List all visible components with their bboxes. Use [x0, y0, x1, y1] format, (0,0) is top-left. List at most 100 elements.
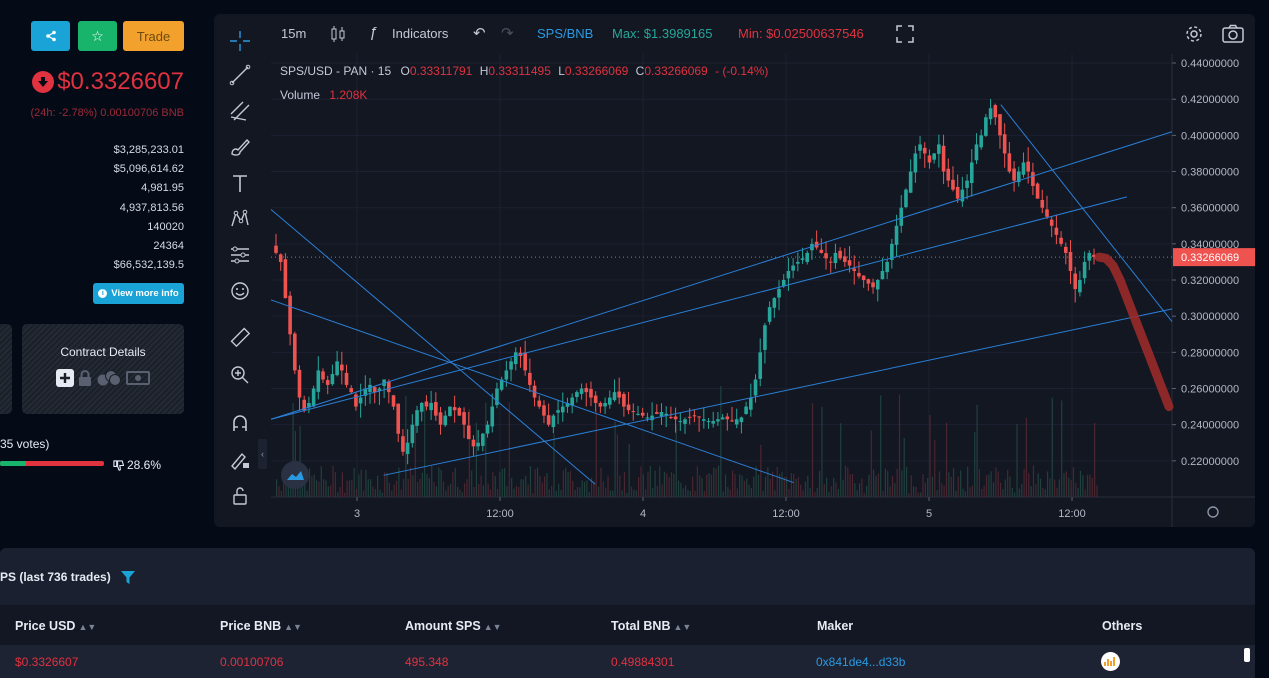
volume-bar	[508, 402, 510, 497]
brush-tool[interactable]	[227, 134, 253, 160]
trendline	[1000, 104, 1173, 322]
volume-bar	[619, 475, 621, 497]
volume-bar	[449, 483, 452, 497]
view-more-info-button[interactable]: i View more info	[93, 283, 184, 304]
text-tool[interactable]	[227, 170, 253, 196]
interval-selector[interactable]: 15m	[281, 26, 307, 41]
candle-body	[481, 433, 485, 446]
col-price-usd[interactable]: Price USD ▲▼	[15, 619, 96, 633]
bscscan-icon[interactable]	[1101, 652, 1120, 671]
volume-bar	[475, 422, 477, 497]
icon-tool[interactable]	[227, 278, 253, 304]
candle-body	[904, 189, 908, 208]
drawing-tools	[214, 31, 266, 527]
volume-bar	[1054, 479, 1056, 497]
candle-body	[354, 394, 358, 407]
measure-tool[interactable]	[227, 324, 253, 350]
candle-body	[612, 392, 617, 401]
col-amount-sps[interactable]: Amount SPS ▲▼	[405, 619, 502, 633]
volume-bar	[985, 475, 988, 497]
volume-bar	[513, 488, 515, 497]
settings-gear-icon[interactable]	[1184, 24, 1204, 44]
candle-body	[1082, 261, 1087, 279]
volume-bar	[426, 474, 428, 497]
volume-bar	[997, 471, 999, 497]
volume-bar	[670, 471, 673, 497]
price-chart[interactable]: 0.44000000 0.42000000 0.40000000 0.38000000…	[214, 14, 1255, 527]
volume-bar	[485, 402, 487, 497]
volume-bar	[692, 476, 694, 497]
symbol-label: SPS/USD - PAN · 15	[280, 64, 392, 78]
volume-bar	[736, 488, 738, 497]
col-price-bnb[interactable]: Price BNB ▲▼	[220, 619, 302, 633]
volume-bar	[278, 486, 280, 497]
contract-details-card[interactable]: Contract Details	[22, 324, 184, 414]
pair-toggle[interactable]: SPS/BNB	[537, 26, 594, 41]
redo-icon[interactable]: ↷	[501, 25, 514, 42]
volume-bar	[764, 476, 767, 497]
x-tick-label: 12:00	[772, 508, 800, 520]
candle-body	[429, 402, 433, 411]
candle-body	[875, 280, 880, 290]
volume-bar	[1037, 473, 1039, 497]
candle-body	[622, 394, 626, 407]
volume-bar	[696, 466, 698, 497]
trades-table-header: Price USD ▲▼ Price BNB ▲▼ Amount SPS ▲▼ Tot…	[0, 605, 1255, 645]
filter-icon[interactable]	[120, 570, 135, 584]
table-row[interactable]: $0.3326607 0.00100706 495.348 0.49884301…	[0, 645, 1255, 678]
vote-negative[interactable]: 28.6%	[113, 458, 161, 472]
y-tick-label: 0.24000000	[1181, 420, 1239, 432]
lock-drawings-tool[interactable]	[227, 447, 253, 473]
volume-bar	[1018, 488, 1020, 497]
volume-value: 1.208K	[329, 88, 368, 102]
indicators-button[interactable]: Indicators	[392, 26, 449, 41]
volume-bar	[536, 467, 539, 497]
candle-body	[499, 379, 504, 390]
candle-body	[796, 261, 800, 264]
volume-bar	[1089, 474, 1091, 497]
candle-body	[678, 421, 683, 423]
candle-body	[749, 397, 753, 410]
candle-body	[283, 259, 288, 299]
zoom-tool[interactable]	[227, 362, 253, 388]
volume-bar	[602, 481, 604, 497]
info-card-partial[interactable]	[0, 324, 12, 414]
volume-bar	[990, 471, 992, 497]
volume-bar	[978, 469, 981, 497]
pattern-tool[interactable]	[227, 206, 253, 232]
fullscreen-icon[interactable]	[896, 25, 914, 43]
magnet-tool[interactable]	[227, 410, 253, 436]
trendline-tool[interactable]	[227, 62, 253, 88]
chart-logo[interactable]	[281, 461, 309, 489]
collapse-toolbar-button[interactable]: ‹	[258, 439, 267, 469]
camera-icon[interactable]	[1222, 24, 1244, 44]
volume-bar	[348, 480, 351, 497]
volume-bar	[529, 466, 532, 497]
volume-bar	[630, 486, 633, 497]
volume-bar	[409, 467, 412, 497]
candle-body	[485, 424, 490, 434]
text-icon	[233, 175, 247, 192]
candle-body	[636, 413, 640, 415]
favorite-button[interactable]: ☆	[78, 21, 117, 51]
volume-bar	[393, 484, 395, 497]
undo-icon[interactable]: ↶	[473, 25, 486, 42]
unlock-tool[interactable]	[227, 483, 253, 509]
volume-bar	[1046, 471, 1049, 497]
trade-button[interactable]: Trade	[123, 21, 184, 51]
indicators-icon[interactable]: ƒ	[369, 24, 378, 41]
volume-bar	[962, 488, 964, 497]
col-total-bnb[interactable]: Total BNB ▲▼	[611, 619, 691, 633]
prediction-tool[interactable]	[227, 242, 253, 268]
volume-bar	[534, 469, 536, 497]
candle-body	[396, 403, 401, 434]
candle-body	[1087, 252, 1092, 261]
volume-bar	[1044, 489, 1046, 497]
maker-address-link[interactable]: 0x841de4...d33b	[816, 655, 906, 669]
table-scrollbar[interactable]	[1244, 648, 1250, 662]
share-button[interactable]	[31, 21, 70, 51]
candle-type-icon[interactable]	[330, 25, 346, 43]
crosshair-tool[interactable]	[227, 28, 253, 54]
fib-tool[interactable]	[227, 98, 253, 124]
volume-bar	[875, 475, 877, 497]
